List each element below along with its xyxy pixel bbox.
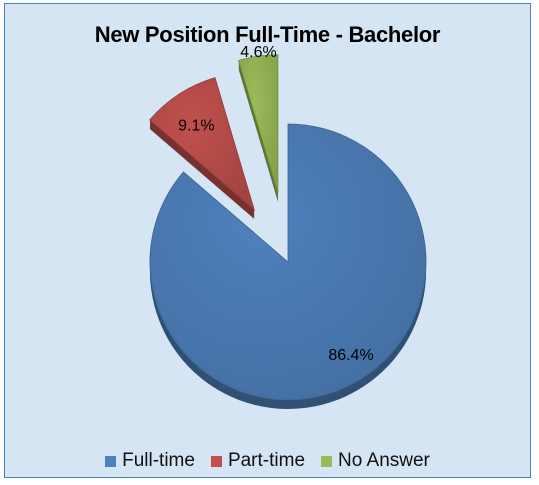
legend-item-full-time: Full-time xyxy=(105,450,195,472)
pie-chart: 86.4% 9.1% 4.6% xyxy=(5,4,531,478)
legend: Full-time Part-time No Answer xyxy=(5,450,530,472)
legend-item-no-answer: No Answer xyxy=(321,450,430,472)
legend-label-part-time: Part-time xyxy=(228,450,305,472)
legend-label-no-answer: No Answer xyxy=(338,450,430,472)
slice-full-time xyxy=(150,124,426,400)
legend-swatch-no-answer xyxy=(321,456,332,467)
legend-swatch-part-time xyxy=(211,456,222,467)
chart-frame: New Position Full-Time - Bachelor 86.4% 9… xyxy=(4,3,531,478)
legend-item-part-time: Part-time xyxy=(211,450,305,472)
data-label-part-time: 9.1% xyxy=(178,118,214,135)
data-label-full-time: 86.4% xyxy=(328,347,373,364)
data-label-no-answer: 4.6% xyxy=(240,44,276,61)
legend-label-full-time: Full-time xyxy=(122,450,195,472)
legend-swatch-full-time xyxy=(105,456,116,467)
slice-no-answer xyxy=(239,55,278,193)
